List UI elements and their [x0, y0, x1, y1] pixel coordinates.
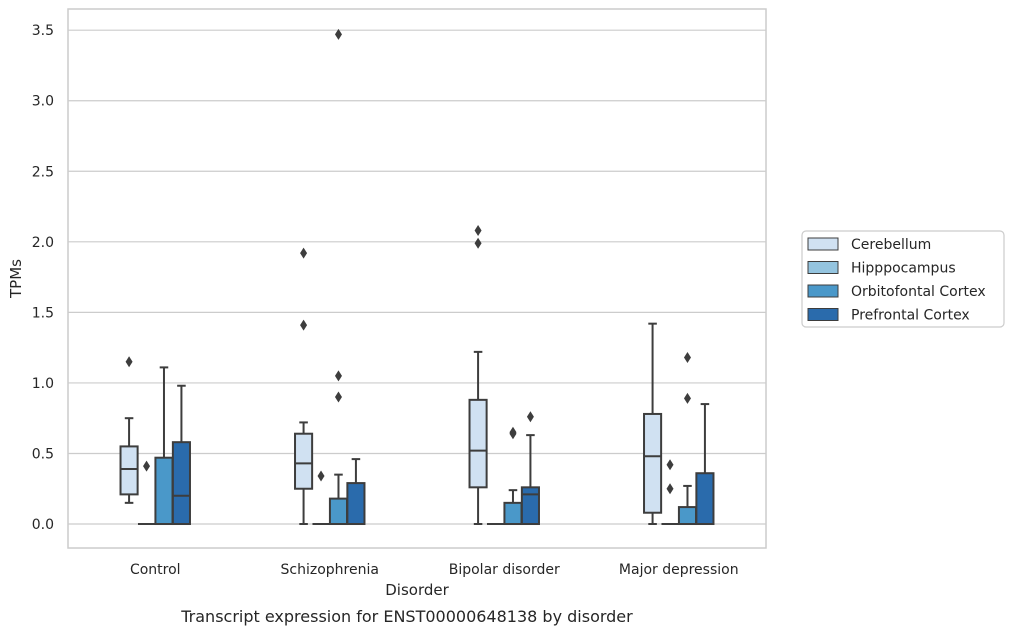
- box-body: [328, 497, 349, 526]
- box-orbitofontal-cortex: [154, 366, 174, 526]
- x-tick-labels: Control Schizophrenia Bipolar disorder Majo…: [130, 562, 739, 578]
- legend-label: Cerebellum: [851, 237, 931, 253]
- outlier-point: [143, 460, 151, 472]
- y-tick-label: 2.0: [32, 235, 54, 251]
- outlier-point: [509, 428, 517, 440]
- box-body: [346, 482, 366, 526]
- outlier-point: [334, 28, 342, 40]
- y-tick-label: 2.5: [32, 164, 54, 180]
- box-hipppocampus: [137, 460, 156, 526]
- y-tick-label: 3.5: [32, 23, 54, 39]
- outlier-point: [317, 470, 325, 482]
- y-tick-label: 0.0: [32, 517, 54, 533]
- legend-swatch: [807, 261, 839, 274]
- outlier-point: [683, 352, 691, 364]
- legend-label: Prefrontal Cortex: [851, 308, 970, 324]
- x-axis-title: Disorder: [385, 581, 449, 599]
- x-tick-label: Major depression: [619, 562, 739, 578]
- outlier-point: [666, 459, 674, 471]
- box-cerebellum: [119, 356, 139, 504]
- outlier-point: [125, 356, 133, 368]
- box-body: [468, 398, 488, 489]
- legend-swatch: [807, 237, 839, 251]
- outlier-point: [474, 225, 482, 237]
- x-tick-label: Bipolar disorder: [449, 562, 560, 578]
- box-prefrontal-cortex: [171, 384, 191, 526]
- x-tick-label: Control: [130, 562, 181, 578]
- legend-swatch: [807, 308, 839, 321]
- outlier-point: [683, 392, 691, 404]
- chart-caption: Transcript expression for ENST0000064813…: [180, 607, 633, 626]
- box-body: [154, 456, 174, 526]
- box-body: [695, 472, 715, 526]
- box-prefrontal-cortex: [695, 403, 715, 526]
- legend-label: Hipppocampus: [851, 261, 956, 277]
- box-orbitofontal-cortex: [503, 426, 523, 526]
- box-body: [643, 412, 663, 514]
- outlier-point: [334, 370, 342, 382]
- legend-label: Orbitofontal Cortex: [851, 284, 986, 300]
- y-axis-title: TPMs: [7, 259, 25, 299]
- box-orbitofontal-cortex: [328, 28, 349, 526]
- box-body: [294, 432, 314, 490]
- box-cerebellum: [468, 225, 488, 526]
- x-tick-label: Schizophrenia: [281, 562, 379, 578]
- box-body: [503, 501, 523, 526]
- y-tick-labels: 0.0 0.5 1.0 1.5 2.0 2.5 3.0 3.5: [32, 23, 54, 533]
- outlier-point: [300, 247, 308, 259]
- legend: Cerebellum Hipppocampus Orbitofontal Corte…: [801, 230, 1005, 328]
- outlier-point: [300, 319, 308, 331]
- box-prefrontal-cortex: [520, 411, 540, 526]
- boxes: [119, 28, 715, 526]
- box-body: [520, 486, 540, 526]
- y-tick-label: 1.0: [32, 376, 54, 392]
- box-body: [677, 506, 698, 526]
- outlier-point: [474, 237, 482, 249]
- outlier-point: [334, 391, 342, 403]
- y-tick-label: 0.5: [32, 446, 54, 462]
- plot-frame: [67, 8, 767, 549]
- outlier-point: [666, 483, 674, 495]
- box-prefrontal-cortex: [346, 458, 366, 526]
- box-cerebellum: [643, 322, 663, 526]
- box-hipppocampus: [312, 470, 330, 526]
- box-hipppocampus: [661, 459, 679, 526]
- box-cerebellum: [294, 247, 314, 526]
- box-body: [171, 441, 191, 526]
- box-body: [119, 445, 139, 496]
- y-tick-label: 1.5: [32, 305, 54, 321]
- outlier-point: [526, 411, 534, 423]
- legend-swatch: [807, 284, 839, 298]
- y-tick-label: 3.0: [32, 94, 54, 110]
- box-orbitofontal-cortex: [677, 352, 698, 526]
- legend-frame: [801, 230, 1005, 328]
